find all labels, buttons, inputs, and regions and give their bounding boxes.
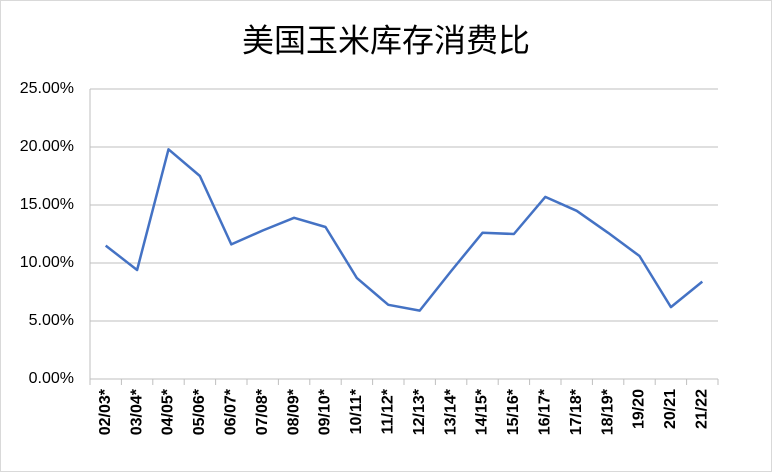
x-tick-label: 05/06*: [191, 388, 208, 435]
x-tick-label: 07/08*: [254, 388, 271, 435]
x-tick-label: 11/12*: [380, 388, 397, 434]
y-tick-label: 0.00%: [29, 370, 74, 387]
x-tick-label: 03/04*: [128, 388, 145, 435]
x-tick-label: 15/16*: [505, 388, 522, 435]
x-tick-label: 18/19*: [599, 388, 616, 435]
y-tick-label: 25.00%: [20, 80, 74, 97]
x-tick-label: 16/17*: [537, 388, 554, 435]
x-tick-label: 17/18*: [568, 388, 585, 435]
x-tick-label: 13/14*: [442, 388, 459, 435]
x-tick-label: 14/15*: [474, 388, 491, 435]
x-tick-label: 06/07*: [223, 388, 240, 435]
x-tick-label: 09/10*: [317, 388, 334, 435]
y-tick-label: 10.00%: [20, 254, 74, 271]
x-tick-label: 21/22: [694, 389, 711, 429]
y-tick-label: 20.00%: [20, 138, 74, 155]
x-tick-label: 19/20: [631, 389, 648, 429]
x-tick-label: 20/21: [662, 389, 679, 429]
y-tick-label: 15.00%: [20, 196, 74, 213]
y-tick-label: 5.00%: [29, 312, 74, 329]
x-tick-label: 02/03*: [97, 388, 114, 435]
x-tick-label: 10/11*: [348, 388, 365, 434]
x-tick-label: 04/05*: [160, 388, 177, 435]
data-line: [104, 148, 704, 312]
x-tick-label: 12/13*: [411, 388, 428, 435]
x-tick-label: 08/09*: [285, 388, 302, 435]
chart-title: 美国玉米库存消费比: [242, 22, 530, 58]
